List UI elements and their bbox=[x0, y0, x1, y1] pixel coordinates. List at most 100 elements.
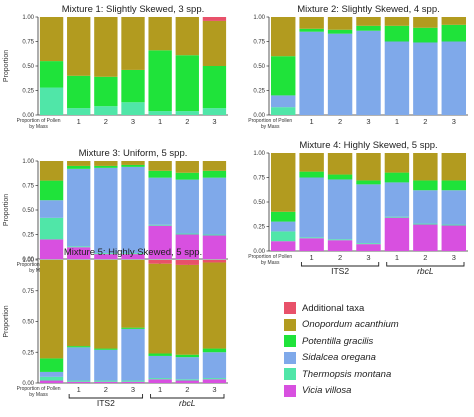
bar-segment bbox=[270, 17, 296, 57]
bar-segment bbox=[39, 87, 64, 115]
x-tick-label: 2 bbox=[423, 253, 427, 262]
bar-segment bbox=[148, 225, 172, 259]
bar-segment bbox=[121, 102, 145, 115]
bar-segment bbox=[67, 17, 91, 76]
x-tick-label: 3 bbox=[131, 117, 135, 126]
bar-segment bbox=[121, 380, 145, 382]
bar-segment bbox=[202, 20, 227, 67]
y-tick-label: 0.75 bbox=[22, 40, 34, 46]
bar-segment bbox=[175, 111, 199, 115]
y-tick-label: 0.25 bbox=[22, 233, 34, 239]
bar-segment bbox=[384, 216, 410, 218]
legend-item-onopordum-acanthium: Onopordum acanthium bbox=[284, 317, 469, 334]
x-tick-label: 2 bbox=[104, 117, 108, 126]
bar-segment bbox=[121, 328, 145, 381]
bar-segment bbox=[94, 167, 118, 254]
bar-segment bbox=[121, 164, 145, 167]
chart-panel-5: Mixture 5: Highly Skewed, 5 spp. 0.00 0.25… bbox=[3, 247, 228, 408]
bar-segment bbox=[121, 17, 145, 70]
bar-segment bbox=[39, 61, 64, 88]
x-tick-label: 3 bbox=[212, 117, 216, 126]
y-tick-label: 0.75 bbox=[253, 176, 265, 182]
bar-segment bbox=[441, 17, 467, 25]
bar-segment bbox=[121, 260, 145, 328]
x-tick-label: 1 bbox=[77, 385, 81, 394]
bar-segment bbox=[202, 161, 227, 171]
bar-segment bbox=[39, 217, 64, 240]
bar-segment bbox=[356, 17, 381, 26]
x-tick-label: 1 bbox=[310, 117, 314, 126]
bar-segment bbox=[384, 182, 410, 217]
y-axis-label: Proportion bbox=[3, 194, 10, 226]
x-tick-label: 1 bbox=[395, 253, 399, 262]
chart-panel-2: Mixture 2: Slightly Skewed, 4 spp. 0.00 0.… bbox=[248, 4, 468, 130]
bar-segment bbox=[67, 247, 91, 259]
bar-segment bbox=[299, 28, 324, 32]
bar-segment bbox=[175, 161, 199, 173]
bar-segment bbox=[67, 246, 91, 248]
bar-segment bbox=[148, 379, 172, 383]
bar-segment bbox=[384, 153, 410, 173]
bar-segment bbox=[39, 200, 64, 218]
x-tick-label: 2 bbox=[185, 117, 189, 126]
legend-swatch-vicia-villosa bbox=[284, 384, 296, 397]
bar-segment bbox=[202, 352, 227, 379]
legend-swatch-onopordum-acanthium bbox=[284, 318, 296, 331]
bar-segment bbox=[202, 66, 227, 109]
bar-segment bbox=[356, 243, 381, 245]
bar-segment bbox=[202, 17, 227, 21]
bar-segment bbox=[39, 161, 64, 181]
bar-segment bbox=[327, 153, 353, 175]
bar-segment bbox=[121, 166, 145, 254]
y-tick-label: 1.00 bbox=[253, 151, 265, 157]
legend-label: Onopordum acanthium bbox=[302, 319, 399, 331]
bar-segment bbox=[384, 172, 410, 183]
y-tick-label: 0.75 bbox=[22, 184, 34, 190]
bar-segment bbox=[202, 378, 227, 380]
bar-segment bbox=[202, 379, 227, 383]
bar-segment bbox=[202, 170, 227, 178]
y-tick-label: 0.50 bbox=[22, 64, 34, 70]
bar-segment bbox=[94, 17, 118, 77]
bar-segment bbox=[148, 170, 172, 178]
panel-title: Mixture 4: Highly Skewed, 5 spp. bbox=[299, 140, 437, 151]
bar-segment bbox=[148, 263, 172, 354]
bar-segment bbox=[270, 107, 296, 115]
bar-segment bbox=[175, 379, 199, 381]
bar-segment bbox=[94, 161, 118, 166]
x-tick-label: 2 bbox=[185, 385, 189, 394]
bar-segment bbox=[299, 177, 324, 238]
bar-segment bbox=[121, 381, 145, 383]
bar-segment bbox=[94, 348, 118, 350]
y-tick-label: 0.25 bbox=[253, 225, 265, 231]
bar-segment bbox=[202, 348, 227, 353]
bar-segment bbox=[202, 262, 227, 349]
bar-segment bbox=[356, 153, 381, 181]
bar-segment bbox=[39, 260, 64, 359]
bar-segment bbox=[202, 235, 227, 259]
bar-segment bbox=[94, 260, 118, 349]
bar-segment bbox=[413, 190, 438, 224]
legend: Additional taxa Onopordum acanthium Pote… bbox=[284, 300, 469, 399]
bar-segment bbox=[94, 165, 118, 168]
bar-segment bbox=[67, 380, 91, 382]
bar-segment bbox=[175, 233, 199, 235]
bar-segment bbox=[441, 41, 467, 115]
panel-title: Mixture 1: Slightly Skewed, 3 spp. bbox=[62, 4, 205, 15]
x-tick-label: 2 bbox=[104, 385, 108, 394]
y-tick-label: 0.75 bbox=[253, 40, 265, 46]
bar-segment bbox=[202, 177, 227, 235]
bar-segment bbox=[327, 33, 353, 115]
bar-segment bbox=[67, 161, 91, 166]
bar-segment bbox=[148, 260, 172, 264]
bar-segment bbox=[299, 238, 324, 251]
legend-label: Potentilla gracilis bbox=[302, 335, 374, 347]
x-tick-label: Proportion of Pollen by Mass bbox=[248, 254, 292, 266]
bar-segment bbox=[356, 25, 381, 31]
bar-segment bbox=[327, 174, 353, 180]
bar-segment bbox=[327, 29, 353, 34]
bar-segment bbox=[175, 354, 199, 358]
legend-item-thermopsis-montana: Thermopsis montana bbox=[284, 366, 469, 383]
bar-segment bbox=[356, 184, 381, 244]
